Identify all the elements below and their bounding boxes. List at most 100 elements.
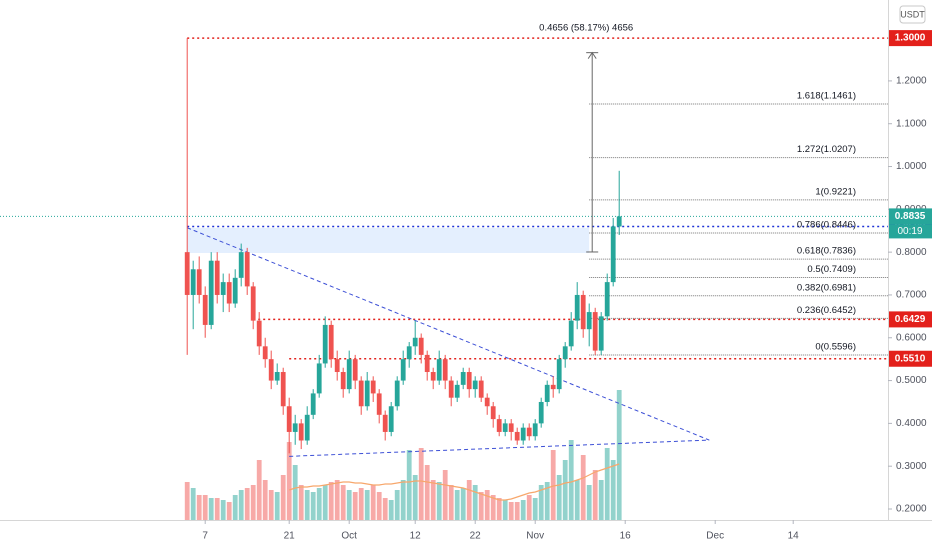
volume-bar xyxy=(208,498,214,520)
x-tick-label: Oct xyxy=(341,531,357,542)
volume-bar xyxy=(592,470,598,520)
volume-bar xyxy=(226,502,232,520)
candle-body xyxy=(616,216,622,227)
candle-body xyxy=(232,277,238,304)
zone xyxy=(187,227,590,254)
volume-bar xyxy=(454,490,460,520)
volume-bar xyxy=(370,485,376,520)
candle-body xyxy=(208,260,214,325)
volume-bar xyxy=(424,465,430,520)
volume-bar xyxy=(406,450,412,520)
y-tick-label: 0.2000 xyxy=(896,504,927,515)
candle-body xyxy=(226,282,232,304)
volume-bar xyxy=(232,495,238,520)
x-tick-label: 14 xyxy=(788,531,800,542)
candle-body xyxy=(532,423,538,437)
volume-bar xyxy=(586,485,592,520)
volume-bar xyxy=(562,460,568,520)
volume-bar xyxy=(466,480,472,520)
candle-body xyxy=(610,226,616,283)
candle-body xyxy=(340,372,346,390)
volume-ma xyxy=(289,463,620,501)
volume-bar xyxy=(220,500,226,520)
x-tick-label: Nov xyxy=(526,531,544,542)
candle-body xyxy=(514,431,520,441)
candle-body xyxy=(442,359,448,381)
volume-bar xyxy=(538,485,544,520)
price-tag: 0.6429 xyxy=(895,314,926,325)
countdown: 00:19 xyxy=(897,226,922,237)
measure-label: 0.4656 (58.17%) 4656 xyxy=(539,23,633,34)
volume-bar xyxy=(364,490,370,520)
countdown-bg xyxy=(889,224,932,239)
candle-body xyxy=(448,380,454,398)
volume-bar xyxy=(388,500,394,520)
x-tick-label: 7 xyxy=(202,531,208,542)
candle-body xyxy=(322,324,328,364)
volume-bar xyxy=(418,448,424,520)
volume-bar xyxy=(196,495,202,520)
candle-body xyxy=(526,427,532,437)
volume-bar xyxy=(274,492,280,520)
volume-bar xyxy=(214,498,220,520)
candle-body xyxy=(412,337,418,347)
candle-body xyxy=(598,316,604,351)
price-tag-bg xyxy=(889,30,932,47)
y-tick-label: 0.5000 xyxy=(896,375,927,386)
candle-body xyxy=(484,397,490,407)
volume-bar xyxy=(490,495,496,520)
y-tick-label: 1.0000 xyxy=(896,161,927,172)
volume-bar xyxy=(544,482,550,520)
volume-bar xyxy=(442,470,448,520)
volume-bar xyxy=(448,485,454,520)
fib-label: 1.618(1.1461) xyxy=(797,90,856,101)
candle-body xyxy=(214,260,220,295)
candle-body xyxy=(304,414,310,441)
candle-body xyxy=(406,346,412,360)
volume-bar xyxy=(190,488,196,520)
fib-label: 1(0.9221) xyxy=(815,186,856,197)
quote-label: USDT xyxy=(900,9,925,19)
candle-body xyxy=(394,380,400,407)
x-tick-label: 22 xyxy=(470,531,482,542)
volume-bar xyxy=(382,498,388,520)
candle-body xyxy=(352,359,358,381)
volume-bar xyxy=(412,475,418,520)
volume-bar xyxy=(202,495,208,520)
price-tag-bg xyxy=(889,350,932,367)
candle-body xyxy=(244,252,250,287)
quote-badge[interactable] xyxy=(899,5,926,24)
volume-bar xyxy=(340,485,346,520)
measure-arrow xyxy=(587,51,597,59)
axes: 0.2000 0.3000 0.4000 0.5000 0.6000 0.7000 0.80… xyxy=(202,30,932,542)
candle-body xyxy=(196,269,202,295)
candle-body xyxy=(538,401,544,424)
fib-label: 0.5(0.7409) xyxy=(807,264,856,275)
candle-body xyxy=(346,359,352,390)
volume-bar xyxy=(322,485,328,520)
trendline xyxy=(289,439,710,457)
trendline xyxy=(187,227,710,441)
volume-bar xyxy=(568,440,574,520)
volume-bar xyxy=(244,488,250,520)
volume-bar xyxy=(496,498,502,520)
candle-body xyxy=(502,423,508,432)
candle-body xyxy=(316,363,322,394)
volume-bar xyxy=(532,498,538,520)
candle-body xyxy=(286,406,292,432)
candle-body xyxy=(460,372,466,385)
volume-bar xyxy=(478,492,484,520)
candle-body xyxy=(292,423,298,432)
volume-bar xyxy=(298,485,304,520)
candle-body xyxy=(586,312,592,330)
candle-body xyxy=(454,384,460,398)
y-tick-label: 0.3000 xyxy=(896,461,927,472)
candle-body xyxy=(220,282,226,295)
candle-body xyxy=(472,380,478,390)
candle-body xyxy=(382,414,388,432)
candle-body xyxy=(436,359,442,381)
volume-bar xyxy=(256,460,262,520)
volume-bar xyxy=(460,488,466,520)
fib-label: 0.382(0.6981) xyxy=(797,282,856,293)
